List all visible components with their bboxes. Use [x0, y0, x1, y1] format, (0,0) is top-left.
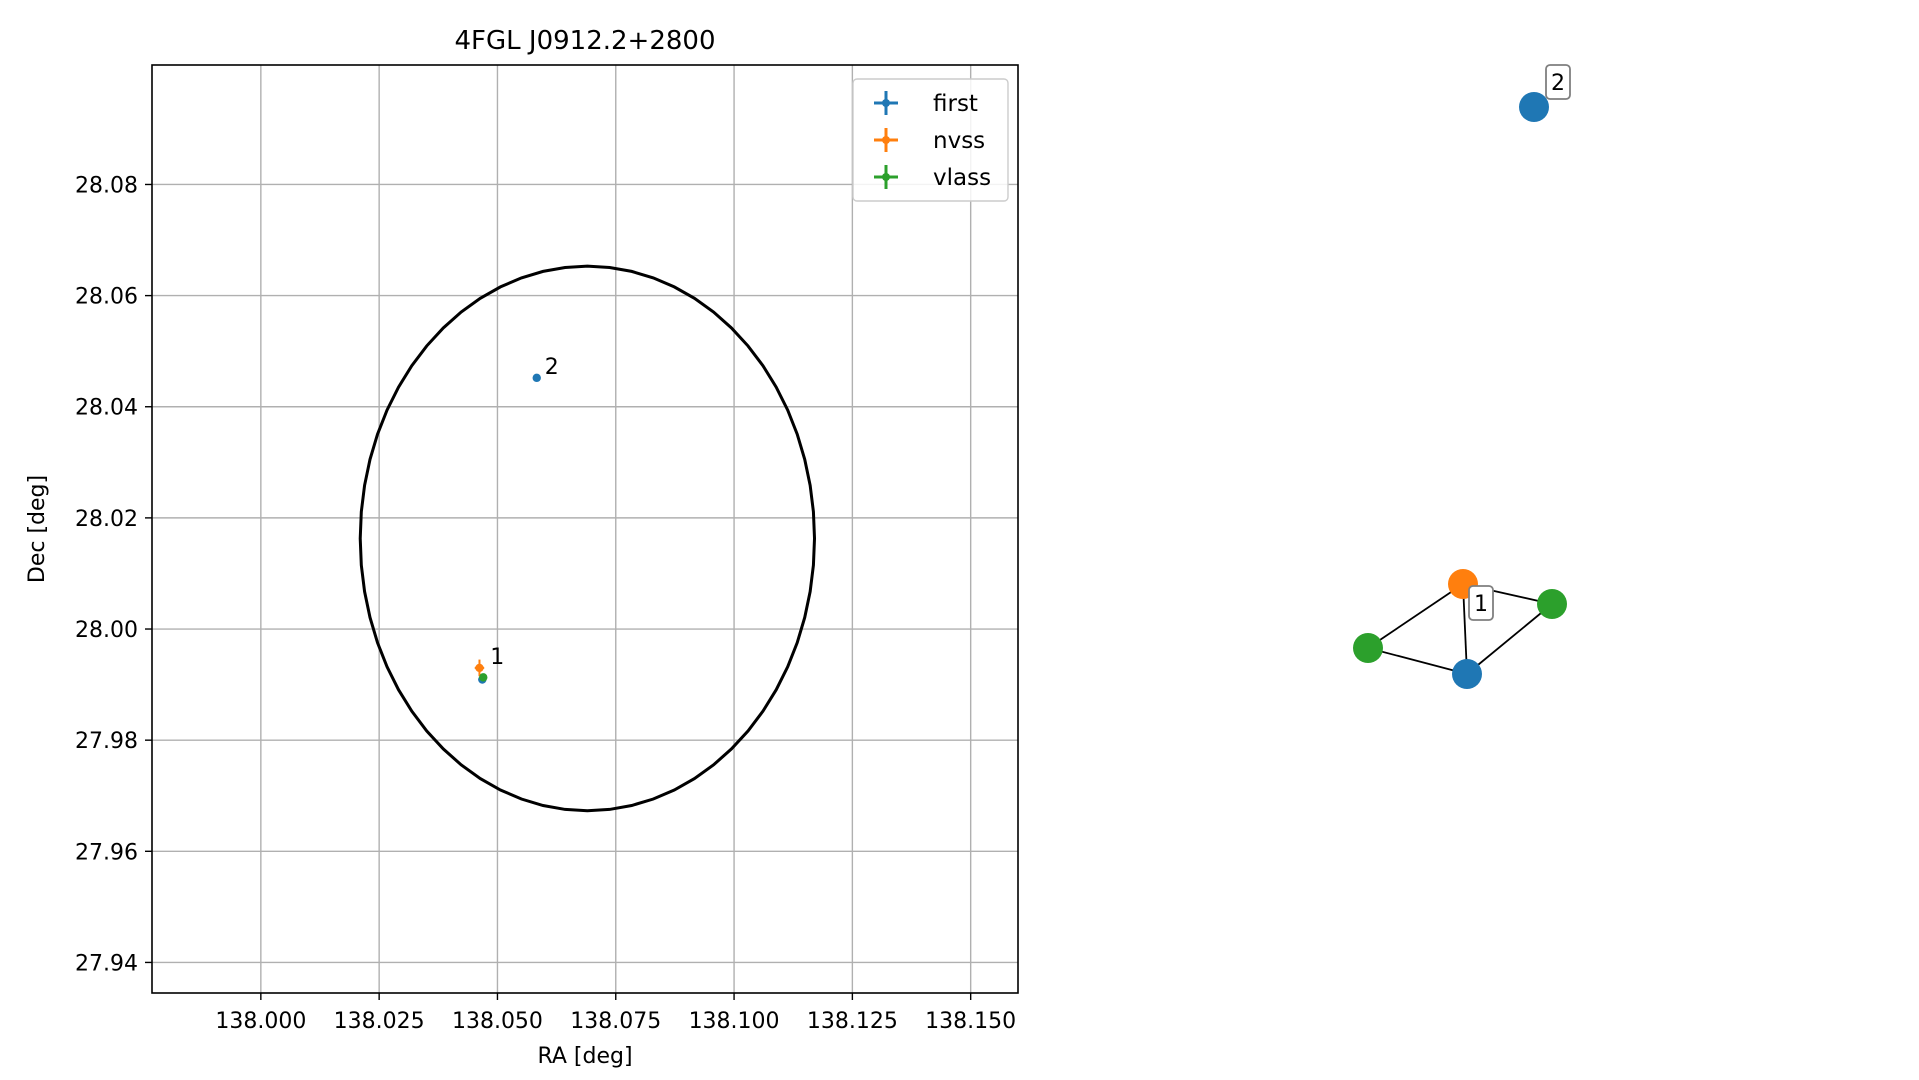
point-marker [475, 663, 484, 673]
source-number-label: 1 [490, 645, 504, 670]
legend-item-vlass: vlass [874, 165, 991, 191]
x-tick-label: 138.025 [334, 1009, 425, 1034]
localization-error-circle [358, 264, 817, 813]
y-tick-label: 27.96 [75, 840, 138, 865]
y-tick-label: 28.02 [75, 507, 138, 532]
y-tick-label: 28.00 [75, 618, 138, 643]
x-tick-label: 138.125 [807, 1009, 898, 1034]
chart-title: 4FGL J0912.2+2800 [455, 26, 716, 56]
graph-node-n-blue-bottom [1452, 659, 1482, 689]
y-tick-label: 27.98 [75, 729, 138, 754]
graph-node-n-green-left [1353, 633, 1383, 663]
graph-label: 1 [1468, 585, 1494, 621]
point-vlass [479, 673, 488, 682]
x-tick-label: 138.150 [925, 1009, 1016, 1034]
legend-box [852, 78, 1009, 202]
legend-marker [882, 136, 890, 144]
legend-label: vlass [933, 165, 991, 191]
graph-nodes [1353, 92, 1567, 689]
y-axis-ticks: 27.94 27.96 27.98 28.00 28.02 28.04 28.06 28.08 [75, 173, 152, 976]
point-nvss [474, 659, 485, 677]
grid-lines [152, 65, 1018, 993]
point-marker [532, 373, 541, 383]
legend-label: first [933, 91, 978, 117]
source-annotations: 12 [490, 355, 558, 670]
point-first [532, 373, 541, 383]
graph-edge [1367, 583, 1464, 649]
plot-frame [151, 64, 1019, 994]
association-graph: 12 [1353, 64, 1571, 689]
legend-marker [882, 173, 890, 181]
data-points [474, 373, 541, 684]
graph-edge [1462, 583, 1468, 675]
x-tick-label: 138.100 [689, 1009, 780, 1034]
y-tick-label: 27.94 [75, 951, 138, 976]
graph-label-box [1468, 585, 1494, 621]
x-tick-label: 138.075 [570, 1009, 661, 1034]
sky-map-plot: 138.000 138.025 138.050 138.075 138.100 138.1… [25, 26, 1019, 1069]
graph-node-n-green-right [1537, 589, 1567, 619]
graph-label: 2 [1545, 64, 1571, 100]
graph-label-text: 2 [1551, 71, 1565, 96]
legend-marker [882, 99, 890, 107]
y-tick-label: 28.06 [75, 285, 138, 310]
x-axis-label: RA [deg] [537, 1044, 632, 1069]
legend-item-nvss: nvss [874, 128, 985, 154]
graph-node-n-blue-top [1519, 92, 1549, 122]
x-axis-ticks: 138.000 138.025 138.050 138.075 138.100 138.1… [215, 993, 1016, 1034]
graph-labels: 12 [1468, 64, 1571, 621]
x-tick-label: 138.000 [215, 1009, 306, 1034]
x-tick-label: 138.050 [452, 1009, 543, 1034]
y-axis-label: Dec [deg] [25, 475, 50, 583]
legend: first nvss vlass [852, 78, 1009, 202]
graph-edge [1466, 603, 1553, 675]
point-marker [479, 673, 488, 682]
graph-label-box [1545, 64, 1571, 100]
source-number-label: 2 [545, 355, 559, 380]
graph-label-text: 1 [1474, 592, 1488, 617]
y-tick-label: 28.04 [75, 396, 138, 421]
legend-label: nvss [933, 128, 985, 154]
graph-edge [1367, 647, 1468, 675]
legend-item-first: first [874, 91, 978, 117]
y-tick-label: 28.08 [75, 173, 138, 198]
